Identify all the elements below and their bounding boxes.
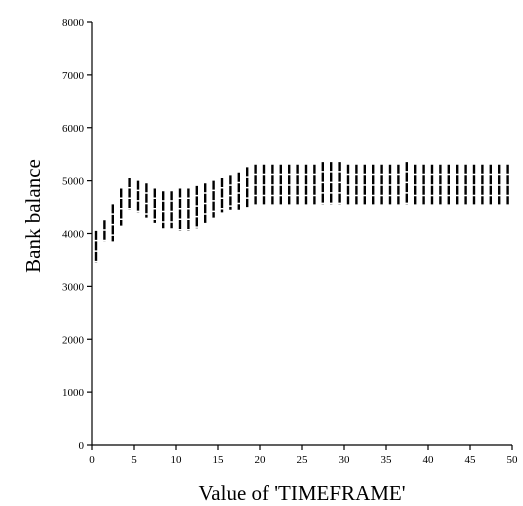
y-tick-label: 7000 bbox=[62, 70, 85, 82]
x-tick-label: 45 bbox=[465, 454, 477, 466]
y-tick-label: 2000 bbox=[62, 334, 85, 346]
x-tick-label: 40 bbox=[423, 454, 435, 466]
y-ticks: 0 1000 2000 3000 4000 5000 6000 7000 8000 bbox=[62, 17, 92, 452]
x-tick-label: 25 bbox=[297, 454, 309, 466]
y-tick-label: 5000 bbox=[62, 176, 85, 188]
x-tick-label: 5 bbox=[131, 454, 137, 466]
y-tick-label: 1000 bbox=[62, 387, 85, 399]
x-tick-label: 0 bbox=[89, 454, 95, 466]
x-tick-label: 20 bbox=[255, 454, 267, 466]
x-tick-label: 15 bbox=[213, 454, 225, 466]
y-tick-label: 0 bbox=[79, 440, 85, 452]
x-ticks: 0 5 10 15 20 25 30 35 40 45 50 bbox=[89, 445, 518, 466]
y-tick-label: 6000 bbox=[62, 123, 85, 135]
y-tick-label: 4000 bbox=[62, 229, 85, 241]
x-tick-label: 50 bbox=[507, 454, 519, 466]
range-bars bbox=[94, 162, 509, 263]
y-axis-title: Bank balance bbox=[21, 159, 45, 273]
x-tick-label: 35 bbox=[381, 454, 393, 466]
x-tick-label: 10 bbox=[171, 454, 183, 466]
y-tick-label: 3000 bbox=[62, 281, 85, 293]
x-tick-label: 30 bbox=[339, 454, 351, 466]
y-tick-label: 8000 bbox=[62, 17, 85, 29]
x-axis-title: Value of 'TIMEFRAME' bbox=[198, 481, 405, 505]
